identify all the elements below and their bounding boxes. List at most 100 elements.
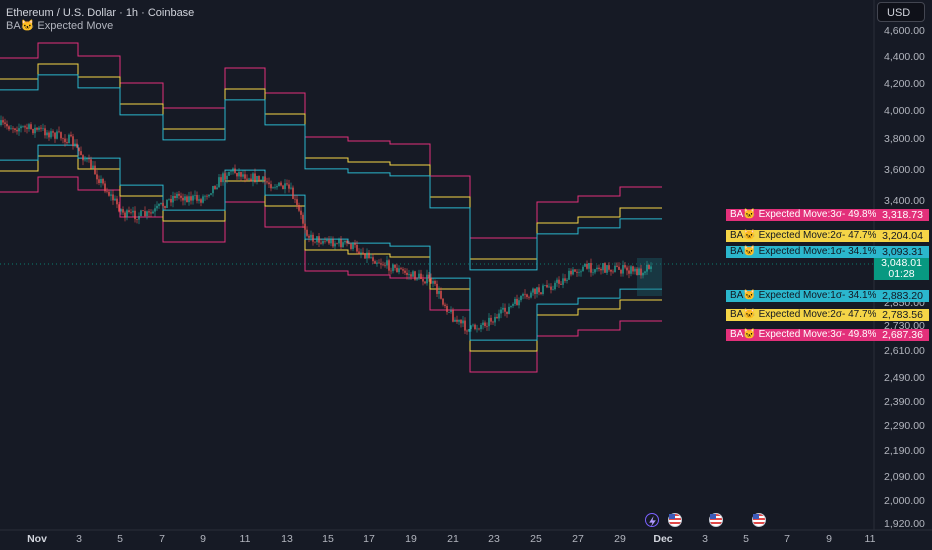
time-axis-label: Nov xyxy=(27,533,47,545)
candle-body xyxy=(266,181,268,183)
candle-body xyxy=(218,177,220,188)
candle-body xyxy=(450,310,452,313)
candle-body xyxy=(434,280,436,284)
candle-body xyxy=(492,321,494,323)
candle-body xyxy=(126,210,128,218)
candle-body xyxy=(556,279,558,283)
candle-body xyxy=(324,240,326,242)
candle-body xyxy=(88,158,90,160)
candle-body xyxy=(132,210,134,213)
candle-body xyxy=(516,298,518,306)
price-axis-label: 2,190.00 xyxy=(884,445,925,457)
candle-body xyxy=(284,183,286,190)
candle-body xyxy=(386,260,388,266)
currency-button[interactable]: USD xyxy=(877,2,925,22)
candle-body xyxy=(12,128,14,130)
candle-body xyxy=(350,243,352,249)
candle-body xyxy=(344,240,346,243)
candle-body xyxy=(240,172,242,177)
candle-body xyxy=(82,155,84,161)
candle-body xyxy=(316,236,318,243)
candle-body xyxy=(110,194,112,196)
candle-body xyxy=(642,272,644,276)
candle-body xyxy=(22,126,24,127)
time-axis-label: 27 xyxy=(572,533,584,545)
candle-body xyxy=(400,268,402,270)
candle-body xyxy=(624,265,626,268)
candle-body xyxy=(130,212,132,213)
price-axis-label: 3,800.00 xyxy=(884,133,925,145)
candle-body xyxy=(194,195,196,196)
candle-body xyxy=(376,262,378,264)
candle-body xyxy=(630,266,632,274)
candle-body xyxy=(502,307,504,310)
candle-body xyxy=(250,178,252,182)
candle-body xyxy=(228,171,230,176)
candle-body xyxy=(428,274,430,278)
candle-body xyxy=(362,252,364,254)
candle-body xyxy=(466,330,468,332)
candle-body xyxy=(564,278,566,281)
candle-body xyxy=(382,264,384,266)
candle-body xyxy=(436,283,438,294)
symbol-title[interactable]: Ethereum / U.S. Dollar · 1h · Coinbase xyxy=(6,7,195,19)
candle-body xyxy=(236,172,238,177)
candle-body xyxy=(616,265,618,267)
candle-body xyxy=(348,243,350,244)
candle-body xyxy=(200,199,202,203)
candle-body xyxy=(358,251,360,254)
us-flag-icon[interactable] xyxy=(668,513,682,527)
lightning-event-icon[interactable] xyxy=(645,513,659,527)
candle-body xyxy=(582,266,584,272)
candle-body xyxy=(352,242,354,249)
candle-body xyxy=(182,197,184,201)
candle-body xyxy=(366,252,368,259)
candle-body xyxy=(74,143,76,147)
candle-body xyxy=(420,273,422,279)
candle-body xyxy=(330,239,332,244)
candle-body xyxy=(28,124,30,129)
candle-body xyxy=(546,285,548,288)
candle-body xyxy=(542,285,544,295)
candle-body xyxy=(24,126,26,128)
candle-body xyxy=(456,319,458,322)
candle-body xyxy=(414,271,416,280)
candle-body xyxy=(292,187,294,199)
indicator-label[interactable]: BA🐱 Expected Move xyxy=(6,20,114,32)
candle-body xyxy=(592,272,594,274)
us-flag-icon[interactable] xyxy=(709,513,723,527)
sigma2-band-upper xyxy=(0,63,662,260)
candle-body xyxy=(606,265,608,273)
candle-body xyxy=(426,274,428,284)
expected-move-label: BA🐱 Expected Move:1σ- 34.1% xyxy=(726,246,881,258)
candle-body xyxy=(210,193,212,195)
candle-body xyxy=(204,195,206,197)
candle-body xyxy=(470,325,472,329)
candle-body xyxy=(458,319,460,322)
candle-body xyxy=(254,173,256,183)
candle-body xyxy=(66,142,68,144)
candle-body xyxy=(80,151,82,156)
candle-body xyxy=(196,195,198,201)
price-axis-label: 3,600.00 xyxy=(884,164,925,176)
candle-body xyxy=(34,127,36,134)
candle-body xyxy=(78,147,80,152)
us-flag-icon[interactable] xyxy=(752,513,766,527)
candle-body xyxy=(438,290,440,294)
candle-body xyxy=(152,211,154,214)
candle-body xyxy=(494,316,496,323)
candle-body xyxy=(238,172,240,177)
candle-body xyxy=(530,292,532,298)
candle-body xyxy=(610,269,612,272)
candle-body xyxy=(148,211,150,213)
candle-body xyxy=(490,317,492,322)
candle-body xyxy=(320,242,322,244)
time-axis-label: 13 xyxy=(281,533,293,545)
candle-body xyxy=(242,174,244,177)
expected-move-price-tag: 3,204.04 xyxy=(876,230,929,242)
candle-body xyxy=(506,311,508,314)
candle-body xyxy=(638,268,640,276)
candle-body xyxy=(76,143,78,148)
